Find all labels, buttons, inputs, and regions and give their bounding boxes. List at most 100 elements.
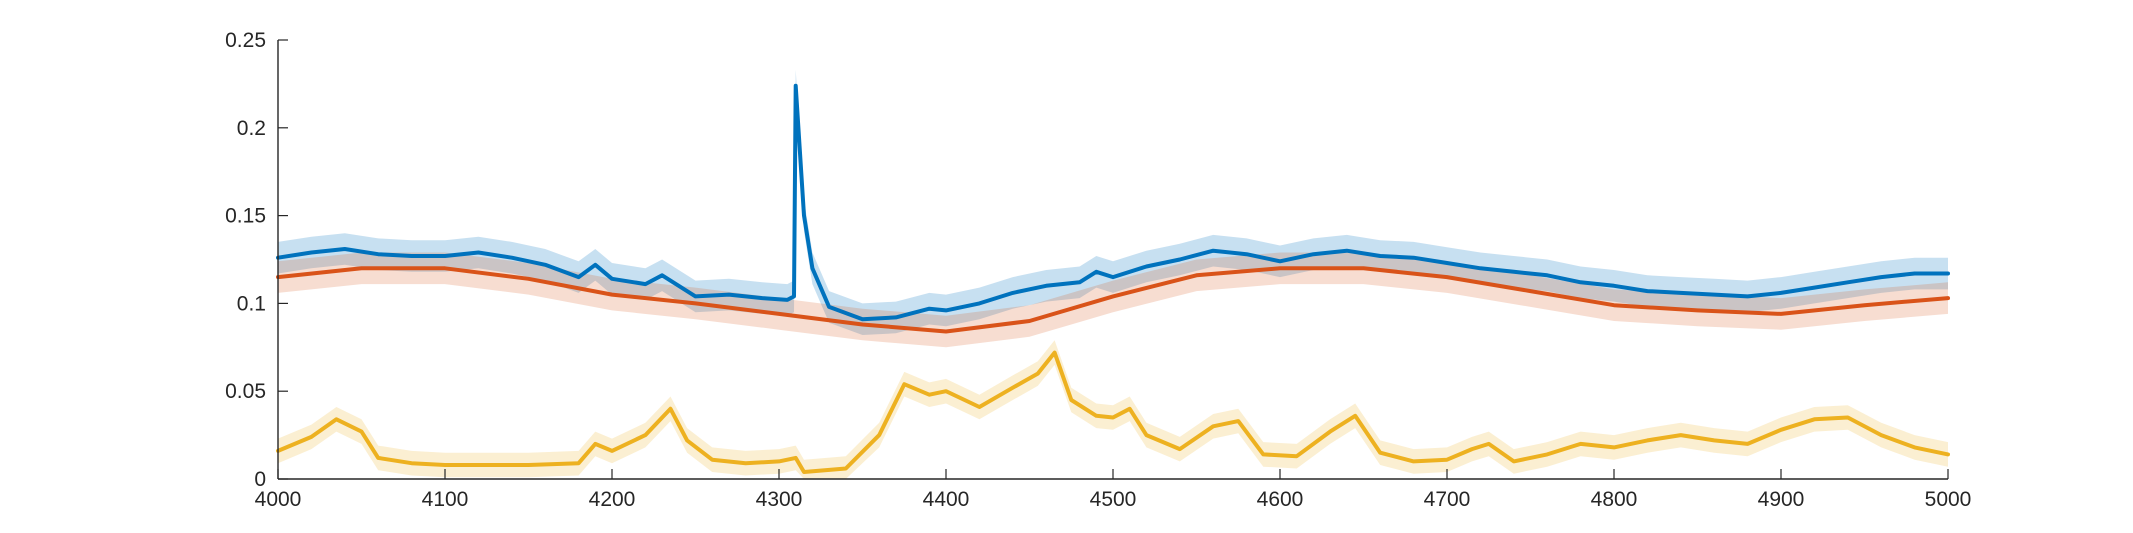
series-2-point [611, 294, 613, 296]
y-tick-label: 0 [254, 468, 266, 491]
series-2-point [862, 324, 863, 325]
series-1-band [278, 69, 1948, 336]
series-3-point [1680, 434, 1682, 436]
series-3-point [978, 406, 980, 408]
series-3-point [1613, 446, 1615, 448]
series-1-point [344, 248, 346, 250]
x-ticks: 4000 4100 4200 4300 4400 4500 4600 4700 4800 4900… [255, 469, 1972, 511]
series-3-point [795, 457, 797, 459]
series-1-point [1379, 255, 1381, 257]
series-1-point [828, 306, 830, 308]
series-3-point [1012, 387, 1014, 389]
series-3-point [1880, 434, 1882, 436]
series-3-point [1471, 448, 1473, 450]
series-3-point [686, 439, 688, 441]
series-3-point [1713, 439, 1715, 441]
series-3-point [1070, 399, 1072, 401]
series-1-point [1179, 259, 1181, 260]
x-tick-label: 4000 [255, 488, 302, 511]
series-1-point [1613, 285, 1615, 287]
series-3-point [670, 408, 671, 410]
series-2-point [1363, 267, 1364, 269]
series-3-point [1179, 448, 1181, 450]
series-1-point [862, 318, 863, 320]
series-2-point [1279, 267, 1281, 269]
series-1-point [928, 308, 930, 310]
y-tick-label: 0.2 [237, 117, 266, 140]
series-3-point [578, 462, 580, 464]
series-1-point [1145, 266, 1147, 267]
series-1-point [411, 255, 413, 257]
y-tick-label: 0.05 [225, 380, 266, 403]
series-1-point [1279, 260, 1281, 262]
series-1-point [1346, 250, 1348, 252]
series-1-point [978, 302, 980, 304]
series-3-point [1947, 453, 1949, 455]
series-3-point [1037, 373, 1039, 375]
series-2-band [278, 252, 1948, 348]
series-1-point [1813, 287, 1815, 289]
series-1-point [444, 255, 446, 257]
y-tick-label: 0.1 [237, 292, 266, 315]
series-3-point [310, 436, 312, 438]
series-3-point [1379, 452, 1381, 454]
series-1-point [611, 278, 613, 280]
x-tick-label: 4400 [923, 488, 970, 511]
series-2-point [1530, 290, 1531, 292]
series-3-point [945, 390, 947, 392]
series-3-point [644, 434, 646, 436]
x-tick-label: 5000 [1925, 488, 1972, 511]
series-1-point [1446, 262, 1448, 264]
series-1-point [1312, 253, 1314, 255]
series-3-point [1054, 352, 1056, 354]
series-1-point [811, 267, 813, 269]
series-1-point [1045, 285, 1047, 287]
series-1-point [695, 295, 696, 297]
series-3-point [1112, 417, 1114, 418]
series-1-point [578, 276, 580, 278]
series-3-point [928, 394, 930, 396]
series-1-point [803, 215, 805, 217]
series-3-point [594, 443, 596, 445]
series-2-point [1112, 295, 1114, 297]
series-3-point [1413, 460, 1415, 462]
series-3-point [1813, 418, 1815, 420]
series-3-point [778, 460, 780, 462]
series-3-band [278, 340, 1948, 479]
x-tick-label: 4600 [1257, 488, 1304, 511]
series-1-point [1680, 292, 1682, 294]
series-1-point [793, 295, 795, 297]
series-3-point [803, 471, 805, 473]
series-3-point [361, 431, 362, 433]
series-3-point [1646, 439, 1648, 441]
series-1-point [1646, 290, 1648, 292]
x-tick-label: 4200 [589, 488, 636, 511]
series-2-point [778, 313, 780, 315]
series-2-point [1446, 276, 1448, 278]
series-3-point [903, 383, 905, 385]
y-tick-label: 0.25 [225, 29, 266, 52]
series-2-point [444, 267, 446, 269]
series-1-point [1847, 281, 1849, 283]
series-1-point [1012, 292, 1014, 294]
series-3-point [845, 468, 847, 469]
series-1-point [1780, 292, 1782, 294]
series-3-point [1145, 434, 1147, 436]
series-1-point [1079, 281, 1081, 283]
series-2-point [1947, 297, 1949, 299]
series-1-point [728, 294, 730, 296]
series-2-point [528, 278, 529, 280]
series-3-point [411, 462, 413, 464]
series-2-point [1780, 313, 1782, 315]
y-ticks: 0 0.05 0.1 0.15 0.2 0.25 [225, 29, 288, 491]
series-3-point [1847, 417, 1849, 418]
series-1-point [1246, 253, 1248, 255]
series-3-point [1095, 415, 1097, 417]
series-1-point [1880, 276, 1882, 278]
series-3-point [1354, 415, 1356, 417]
series-1-point [945, 309, 947, 311]
series-3-point [1237, 420, 1239, 422]
series-1-line [276, 83, 1950, 322]
series-1-point [477, 252, 479, 253]
